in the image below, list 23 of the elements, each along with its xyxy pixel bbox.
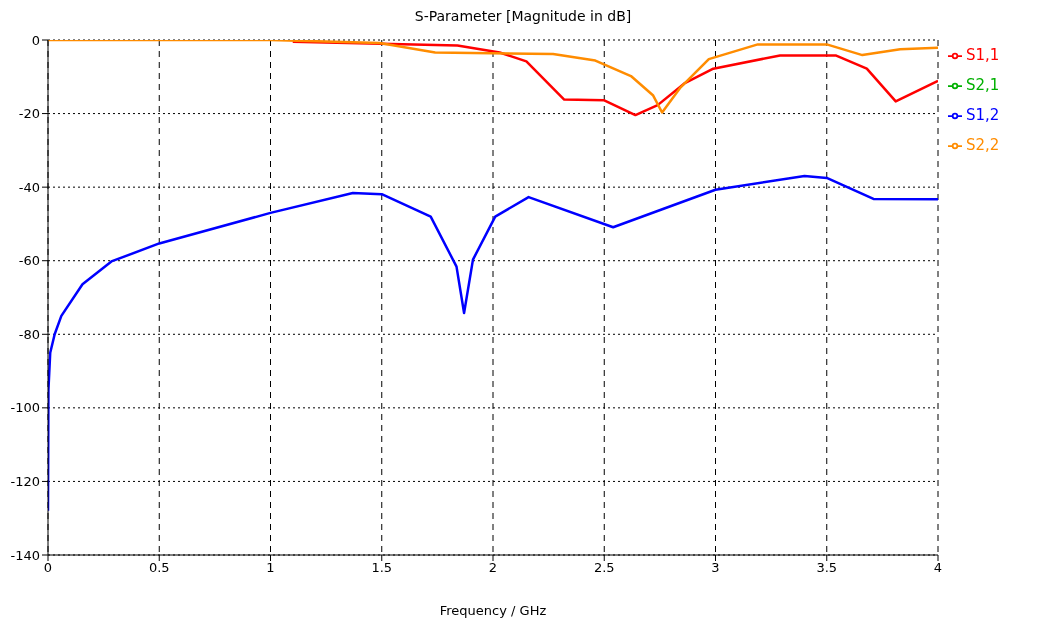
y-tick-label: 0 — [31, 32, 40, 48]
y-tick-label: -60 — [18, 253, 40, 269]
legend-label: S1,2 — [966, 106, 1000, 124]
y-tick-label: -40 — [18, 179, 40, 195]
chart-title: S-Parameter [Magnitude in dB] — [413, 8, 633, 26]
x-tick-label: 1 — [266, 560, 275, 576]
x-axis-title: Frequency / GHz — [439, 603, 547, 618]
x-tick-label: 4 — [933, 560, 943, 576]
legend-label: S2,1 — [966, 76, 1000, 94]
y-tick-label: -140 — [10, 547, 40, 563]
x-tick-label: 2.5 — [593, 560, 615, 576]
y-tick-label: -120 — [10, 474, 40, 490]
legend-label: S2,2 — [966, 136, 1000, 154]
legend-label: S1,1 — [966, 46, 1000, 64]
x-tick-label: 0 — [43, 560, 53, 576]
y-tick-label: -20 — [18, 106, 40, 122]
y-tick-label: -80 — [18, 326, 40, 342]
y-tick-label: -100 — [10, 400, 40, 416]
x-tick-label: 1.5 — [371, 560, 393, 576]
x-tick-label: 2 — [488, 560, 498, 576]
x-tick-label: 3 — [711, 560, 720, 576]
x-tick-label: 0.5 — [148, 560, 170, 576]
x-tick-label: 3.5 — [816, 560, 838, 576]
